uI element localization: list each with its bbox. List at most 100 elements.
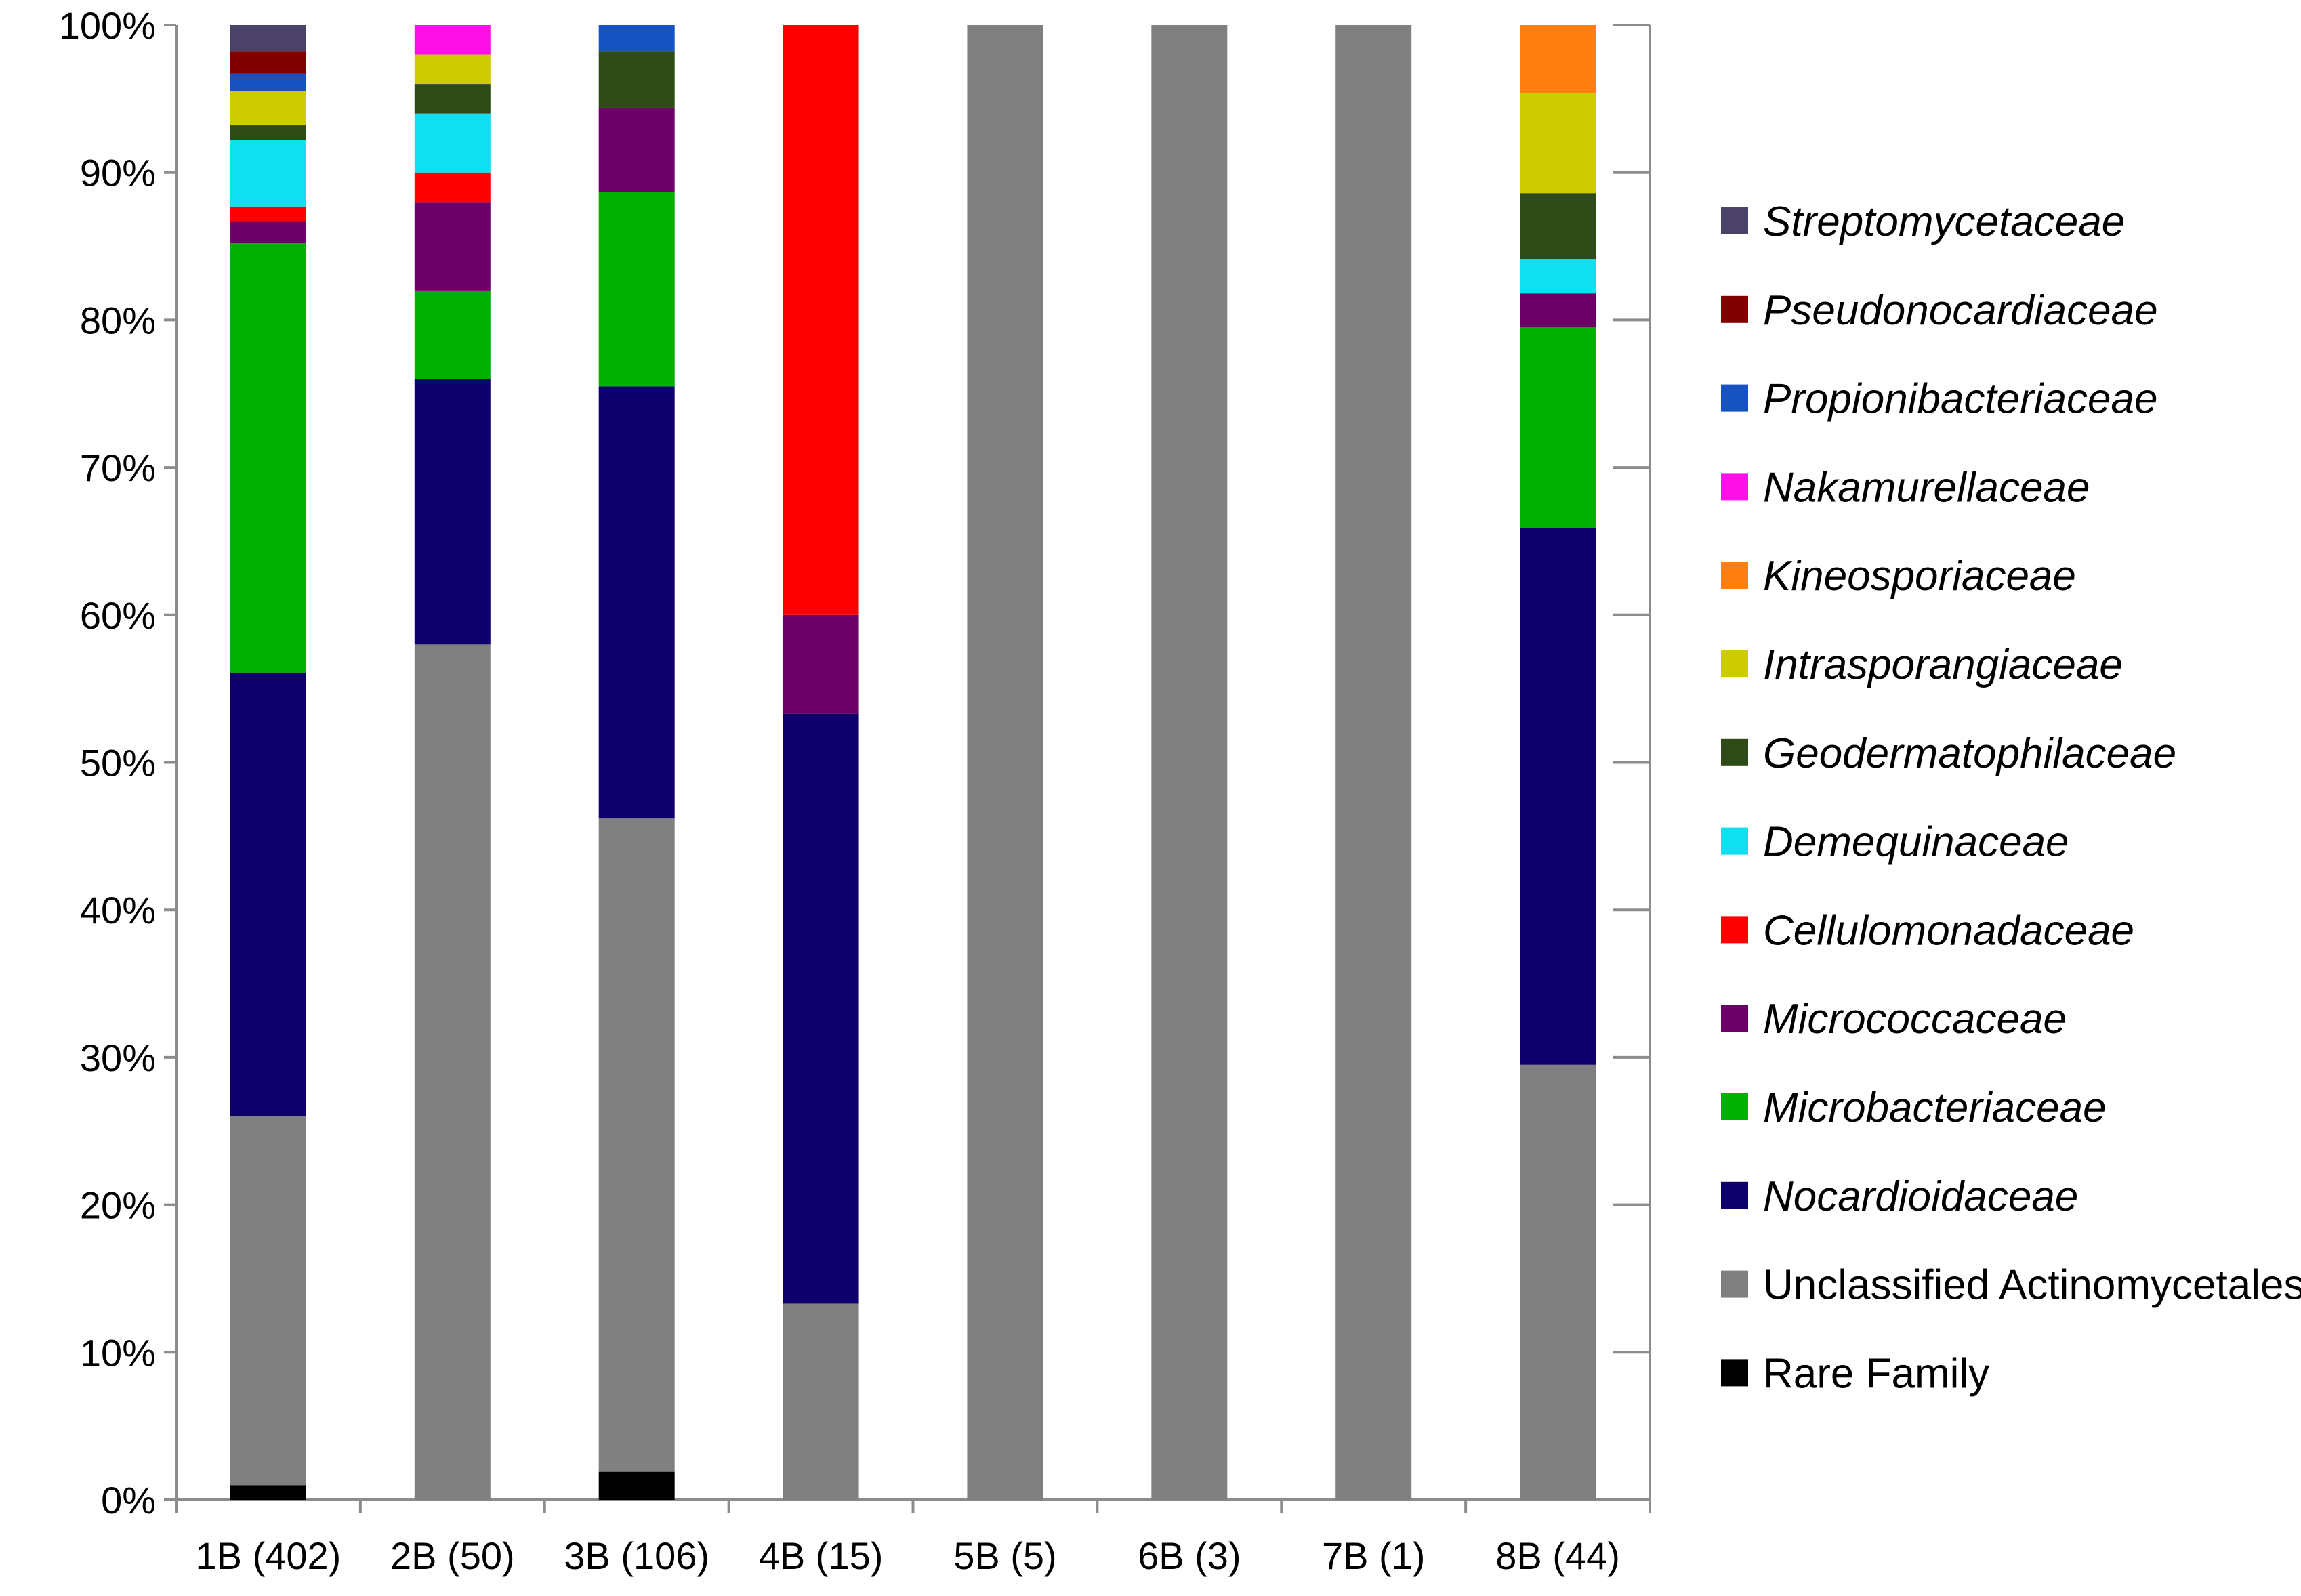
x-tick-label-4b-15: 4B (15) [759, 1534, 884, 1577]
legend-swatch [1721, 562, 1748, 589]
legend-swatch [1721, 1270, 1748, 1298]
legend-label: Streptomycetaceae [1763, 198, 2125, 245]
legend-item-kineosporiaceae: Kineosporiaceae [1721, 553, 2076, 600]
bar-segment-intrasporangiaceae [1520, 93, 1596, 194]
bar-stack-5b-5 [967, 25, 1043, 1500]
bar-segment-microbacteriaceae [230, 243, 306, 673]
bar-segment-nocardioidaceae [598, 386, 675, 819]
bar-segment-unclassified-actinomycetales [230, 1116, 306, 1486]
legend-item-nakamurellaceae: Nakamurellaceae [1721, 464, 2090, 511]
bar-segment-kineosporiaceae [1520, 25, 1596, 93]
bar-segment-unclassified-actinomycetales [783, 1303, 859, 1500]
y-tick-label: 10% [80, 1331, 156, 1374]
x-tick-label-1b-402: 1B (402) [196, 1534, 341, 1577]
y-tick-label: 50% [80, 742, 156, 784]
legend-label: Cellulomonadaceae [1763, 907, 2134, 954]
legend-swatch [1721, 207, 1748, 234]
bar-segment-microbacteriaceae [1520, 327, 1596, 528]
bar-segment-nakamurellaceae [414, 25, 491, 55]
y-tick-label: 30% [80, 1036, 156, 1079]
legend-swatch [1721, 295, 1748, 323]
bar-stack-8b-44 [1520, 25, 1596, 1500]
legend-swatch [1721, 827, 1748, 855]
x-tick-label-2b-50: 2B (50) [390, 1534, 515, 1577]
legend-label: Nakamurellaceae [1763, 464, 2090, 511]
y-tick-label: 80% [80, 299, 156, 341]
bar-segment-demequinaceae [230, 140, 306, 207]
legend-label: Geodermatophilaceae [1763, 730, 2176, 777]
x-tick-label-7b-1: 7B (1) [1322, 1534, 1426, 1577]
legend-item-streptomycetaceae: Streptomycetaceae [1721, 198, 2125, 245]
bar-segment-demequinaceae [414, 113, 491, 173]
bar-segment-micrococcaceae [230, 221, 306, 244]
bar-segment-unclassified-actinomycetales [1335, 25, 1412, 1500]
legend-label: Pseudonocardiaceae [1763, 287, 2158, 334]
y-tick-label: 20% [80, 1184, 156, 1227]
bar-stack-3b-106 [598, 25, 675, 1500]
bar-segment-micrococcaceae [1520, 293, 1596, 328]
y-tick-label: 70% [80, 446, 156, 489]
bar-segment-unclassified-actinomycetales [598, 818, 675, 1472]
bar-segment-intrasporangiaceae [230, 91, 306, 126]
legend-item-demequinaceae: Demequinaceae [1721, 819, 2069, 866]
legend-swatch [1721, 1005, 1748, 1032]
bar-segment-micrococcaceae [598, 107, 675, 192]
legend-swatch [1721, 916, 1748, 944]
bar-segment-demequinaceae [1520, 259, 1596, 294]
bar-segment-nocardioidaceae [230, 672, 306, 1116]
legend-item-pseudonocardiaceae: Pseudonocardiaceae [1721, 287, 2158, 334]
legend-item-micrococcaceae: Micrococcaceae [1721, 996, 2067, 1043]
bar-segment-pseudonocardiaceae [230, 51, 306, 74]
bar-stack-4b-15 [783, 25, 859, 1500]
bar-segment-geodermatophilaceae [598, 51, 675, 108]
legend-item-geodermatophilaceae: Geodermatophilaceae [1721, 730, 2176, 777]
y-tick-label: 40% [80, 889, 156, 931]
bar-stack-6b-3 [1151, 25, 1228, 1500]
legend-item-intrasporangiaceae: Intrasporangiaceae [1721, 642, 2123, 688]
bar-segment-microbacteriaceae [414, 290, 491, 379]
bar-segment-intrasporangiaceae [414, 54, 491, 85]
legend-label: Microbacteriaceae [1763, 1085, 2107, 1131]
bar-segment-unclassified-actinomycetales [967, 25, 1043, 1500]
bar-segment-geodermatophilaceae [1520, 193, 1596, 260]
bar-segment-micrococcaceae [783, 614, 859, 714]
bar-stack-7b-1 [1335, 25, 1412, 1500]
legend-item-microbacteriaceae: Microbacteriaceae [1721, 1085, 2107, 1131]
x-tick-label-8b-44: 8B (44) [1495, 1534, 1620, 1577]
legend-label: Unclassified Actinomycetales [1763, 1262, 2301, 1309]
bar-segment-nocardioidaceae [414, 379, 491, 645]
legend: Streptomycetaceae Pseudonocardiaceae Propi… [1721, 198, 2301, 1397]
legend-swatch [1721, 473, 1748, 501]
bar-stack-1b-402 [230, 25, 306, 1500]
bar-segment-geodermatophilaceae [230, 125, 306, 140]
legend-swatch [1721, 738, 1748, 766]
legend-label: Kineosporiaceae [1763, 553, 2076, 600]
legend-label: Nocardioidaceae [1763, 1173, 2078, 1220]
legend-label: Micrococcaceae [1763, 996, 2067, 1043]
y-tick-label: 90% [80, 152, 156, 194]
bar-segment-propionibacteriaceae [230, 73, 306, 91]
legend-swatch [1721, 1093, 1748, 1120]
y-ticks: 0% 10% 20% 30% 40% 50% 60% 70% 80% 90% 100% [59, 4, 1650, 1521]
bar-segment-cellulomonadaceae [414, 172, 491, 203]
bar-stack-2b-50 [414, 25, 491, 1500]
y-tick-label: 60% [80, 594, 156, 637]
legend-swatch [1721, 1359, 1748, 1387]
y-tick-label: 100% [59, 4, 156, 47]
bar-segment-unclassified-actinomycetales [414, 644, 491, 1500]
x-tick-label-6b-3: 6B (3) [1138, 1534, 1241, 1577]
bars [230, 25, 1596, 1500]
x-tick-label-5b-5: 5B (5) [953, 1534, 1057, 1577]
legend-item-rare-family: Rare Family [1721, 1350, 1989, 1397]
legend-item-cellulomonadaceae: Cellulomonadaceae [1721, 907, 2134, 954]
legend-item-unclassified-actinomycetales: Unclassified Actinomycetales [1721, 1262, 2301, 1309]
legend-label: Demequinaceae [1763, 819, 2069, 866]
bar-segment-nocardioidaceae [783, 713, 859, 1304]
bar-segment-cellulomonadaceae [783, 25, 859, 615]
legend-swatch [1721, 650, 1748, 677]
legend-label: Intrasporangiaceae [1763, 642, 2123, 688]
legend-item-propionibacteriaceae: Propionibacteriaceae [1721, 376, 2158, 423]
bar-segment-nocardioidaceae [1520, 528, 1596, 1065]
bar-segment-cellulomonadaceae [230, 206, 306, 222]
plot-area: 0% 10% 20% 30% 40% 50% 60% 70% 80% 90% 100% 1B (40… [59, 4, 1651, 1577]
